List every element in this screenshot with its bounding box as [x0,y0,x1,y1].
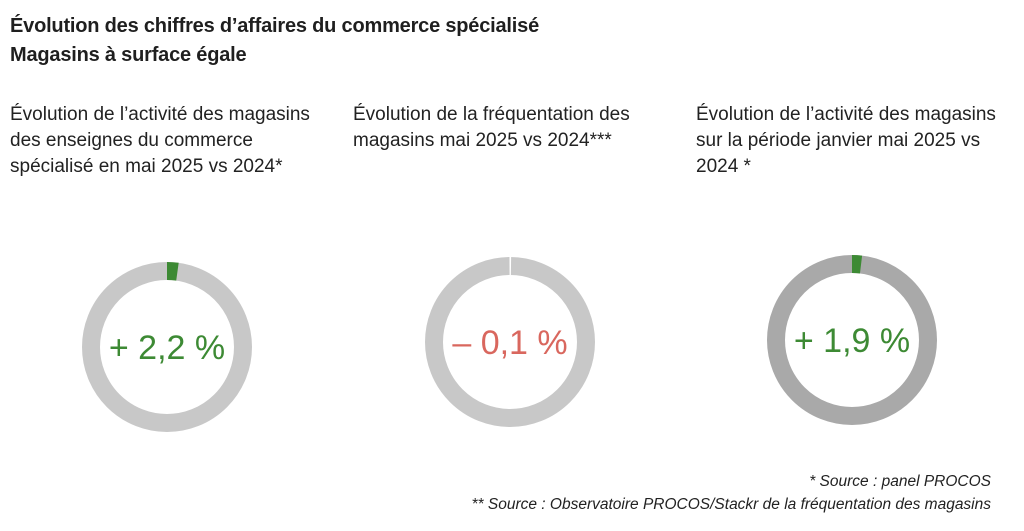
panel-footfall-may: Évolution de la fréquentation des magasi… [353,102,683,154]
panel-activity-jan-may: Évolution de l’activité des magasins sur… [696,102,1024,180]
donut-value-label: + 2,2 % [109,329,225,367]
panel-activity-may: Évolution de l’activité des magasins des… [10,102,340,180]
donut-value-segment [425,257,595,427]
footnote-source-panel: * Source : panel PROCOS [809,473,991,490]
panel-heading: Évolution de l’activité des magasins sur… [696,104,996,177]
donut-value-label: – 0,1 % [452,324,567,362]
donut-chart-activity-may: + 2,2 % [72,257,272,437]
title-line-1: Évolution des chiffres d’affaires du com… [10,15,539,37]
chart-title: Évolution des chiffres d’affaires du com… [10,12,539,70]
footnote-source-footfall: ** Source : Observatoire PROCOS/Stackr d… [471,496,992,513]
panel-heading: Évolution de la fréquentation des magasi… [353,104,630,151]
donut-chart-activity-jan-may: + 1,9 % [757,250,957,430]
footnotes: * Source : panel PROCOS ** Source : Obse… [472,470,992,516]
donut-value-segment [767,255,937,425]
donut-value-segment [82,262,252,432]
title-line-2: Magasins à surface égale [10,44,247,66]
donut-chart-footfall-may: – 0,1 % [415,252,615,432]
panel-heading: Évolution de l’activité des magasins des… [10,104,310,177]
donut-value-label: + 1,9 % [794,322,910,360]
